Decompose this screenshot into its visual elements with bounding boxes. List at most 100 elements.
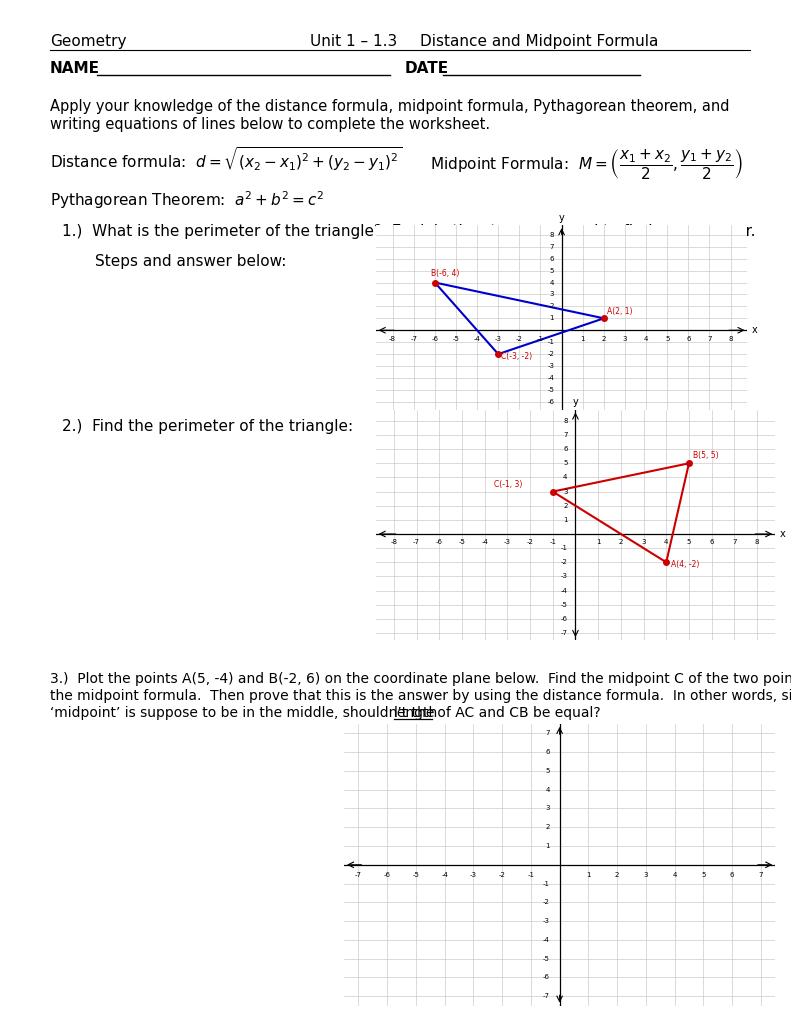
Text: -1: -1 [543, 881, 550, 887]
Text: 1: 1 [563, 517, 567, 523]
Text: Distance and Midpoint Formula: Distance and Midpoint Formula [420, 34, 658, 49]
Text: -2: -2 [516, 336, 523, 342]
Text: Distance formula:  $d = \sqrt{(x_2 - x_1)^2 + (y_2 - y_1)^2}$: Distance formula: $d = \sqrt{(x_2 - x_1)… [50, 146, 402, 173]
Text: -6: -6 [436, 540, 443, 546]
Text: -6: -6 [431, 336, 438, 342]
Text: -4: -4 [474, 336, 481, 342]
Text: Geometry: Geometry [50, 34, 127, 49]
Text: 5: 5 [545, 768, 550, 774]
Text: C(-3, -2): C(-3, -2) [501, 351, 532, 360]
Text: -3: -3 [470, 872, 477, 879]
Text: A(2, 1): A(2, 1) [607, 307, 633, 316]
Text: Unit 1 – 1.3: Unit 1 – 1.3 [310, 34, 397, 49]
Text: the midpoint formula.  Then prove that this is the answer by using the distance : the midpoint formula. Then prove that th… [50, 689, 791, 703]
Text: -3: -3 [504, 540, 511, 546]
Text: -7: -7 [547, 411, 554, 417]
Text: 1: 1 [545, 843, 550, 849]
Text: 2: 2 [602, 336, 606, 342]
Text: -7: -7 [355, 872, 362, 879]
Text: 8: 8 [563, 418, 567, 424]
Text: Steps and answer below:: Steps and answer below: [95, 254, 286, 269]
Text: -7: -7 [411, 336, 417, 342]
Text: -1: -1 [547, 339, 554, 345]
Text: -1: -1 [549, 540, 556, 546]
Text: -3: -3 [494, 336, 501, 342]
Text: 7: 7 [759, 872, 763, 879]
Text: -5: -5 [547, 387, 554, 393]
Text: 6: 6 [545, 750, 550, 755]
Text: 2: 2 [619, 540, 623, 546]
Text: 3: 3 [563, 488, 567, 495]
Text: -4: -4 [561, 588, 567, 594]
Text: length: length [394, 706, 438, 720]
Text: 2: 2 [563, 503, 567, 509]
Text: 5: 5 [687, 540, 691, 546]
Text: 1: 1 [586, 872, 591, 879]
Text: y: y [573, 396, 578, 407]
Text: -5: -5 [561, 602, 567, 607]
Text: C(-1, 3): C(-1, 3) [494, 480, 522, 488]
Text: -5: -5 [412, 872, 419, 879]
Text: 5: 5 [563, 461, 567, 466]
Text: DATE: DATE [405, 61, 449, 76]
Text: 4: 4 [672, 872, 677, 879]
Text: 3: 3 [644, 872, 648, 879]
Text: -5: -5 [452, 336, 460, 342]
Text: 8: 8 [755, 540, 759, 546]
Text: -4: -4 [481, 540, 488, 546]
Text: 3: 3 [545, 806, 550, 811]
Text: -8: -8 [389, 336, 396, 342]
Text: Pythagorean Theorem:  $a^2 + b^2 = c^2$: Pythagorean Theorem: $a^2 + b^2 = c^2$ [50, 189, 324, 211]
Text: 7: 7 [732, 540, 736, 546]
Text: -5: -5 [459, 540, 465, 546]
Text: 7: 7 [707, 336, 712, 342]
Text: -4: -4 [547, 375, 554, 381]
Text: 3: 3 [550, 292, 554, 297]
Text: y: y [558, 213, 565, 223]
Text: NAME: NAME [50, 61, 100, 76]
Text: -2: -2 [547, 351, 554, 357]
Text: -5: -5 [543, 955, 550, 962]
Text: 4: 4 [644, 336, 649, 342]
Text: -7: -7 [543, 993, 550, 999]
Text: -3: -3 [547, 364, 554, 369]
Text: ‘midpoint’ is suppose to be in the middle, shouldn’t the: ‘midpoint’ is suppose to be in the middl… [50, 706, 439, 720]
Text: 2: 2 [550, 303, 554, 309]
Text: 4: 4 [563, 474, 567, 480]
Text: -1: -1 [561, 545, 567, 551]
Text: -2: -2 [543, 899, 550, 905]
Text: 2: 2 [615, 872, 619, 879]
Text: 7: 7 [563, 432, 567, 438]
Text: 1: 1 [581, 336, 585, 342]
Text: x: x [780, 529, 785, 539]
Text: 8: 8 [550, 231, 554, 238]
Text: 4: 4 [664, 540, 668, 546]
Text: -2: -2 [561, 559, 567, 565]
Text: 3: 3 [642, 540, 645, 546]
Text: 8: 8 [729, 336, 732, 342]
Text: of AC and CB be equal?: of AC and CB be equal? [433, 706, 600, 720]
Text: 3.)  Plot the points A(5, -4) and B(-2, 6) on the coordinate plane below.  Find : 3.) Plot the points A(5, -4) and B(-2, 6… [50, 672, 791, 686]
Text: -6: -6 [561, 615, 567, 622]
Text: 1: 1 [550, 315, 554, 322]
Text: Apply your knowledge of the distance formula, midpoint formula, Pythagorean theo: Apply your knowledge of the distance for… [50, 99, 729, 114]
Text: x: x [751, 326, 758, 335]
Text: 4: 4 [545, 786, 550, 793]
Text: -1: -1 [528, 872, 535, 879]
Text: -4: -4 [543, 937, 550, 943]
Text: -8: -8 [547, 423, 554, 429]
Text: -2: -2 [498, 872, 505, 879]
Text: 7: 7 [545, 730, 550, 736]
Text: -3: -3 [561, 573, 567, 580]
Text: 1: 1 [596, 540, 600, 546]
Text: 2.)  Find the perimeter of the triangle:: 2.) Find the perimeter of the triangle: [62, 419, 353, 434]
Text: -7: -7 [413, 540, 420, 546]
Text: 7: 7 [550, 244, 554, 250]
Text: -2: -2 [527, 540, 533, 546]
Text: -4: -4 [441, 872, 448, 879]
Text: writing equations of lines below to complete the worksheet.: writing equations of lines below to comp… [50, 117, 490, 132]
Text: 5: 5 [701, 872, 706, 879]
Text: 5: 5 [550, 267, 554, 273]
Text: 6: 6 [550, 256, 554, 262]
Text: B(5, 5): B(5, 5) [694, 452, 719, 461]
